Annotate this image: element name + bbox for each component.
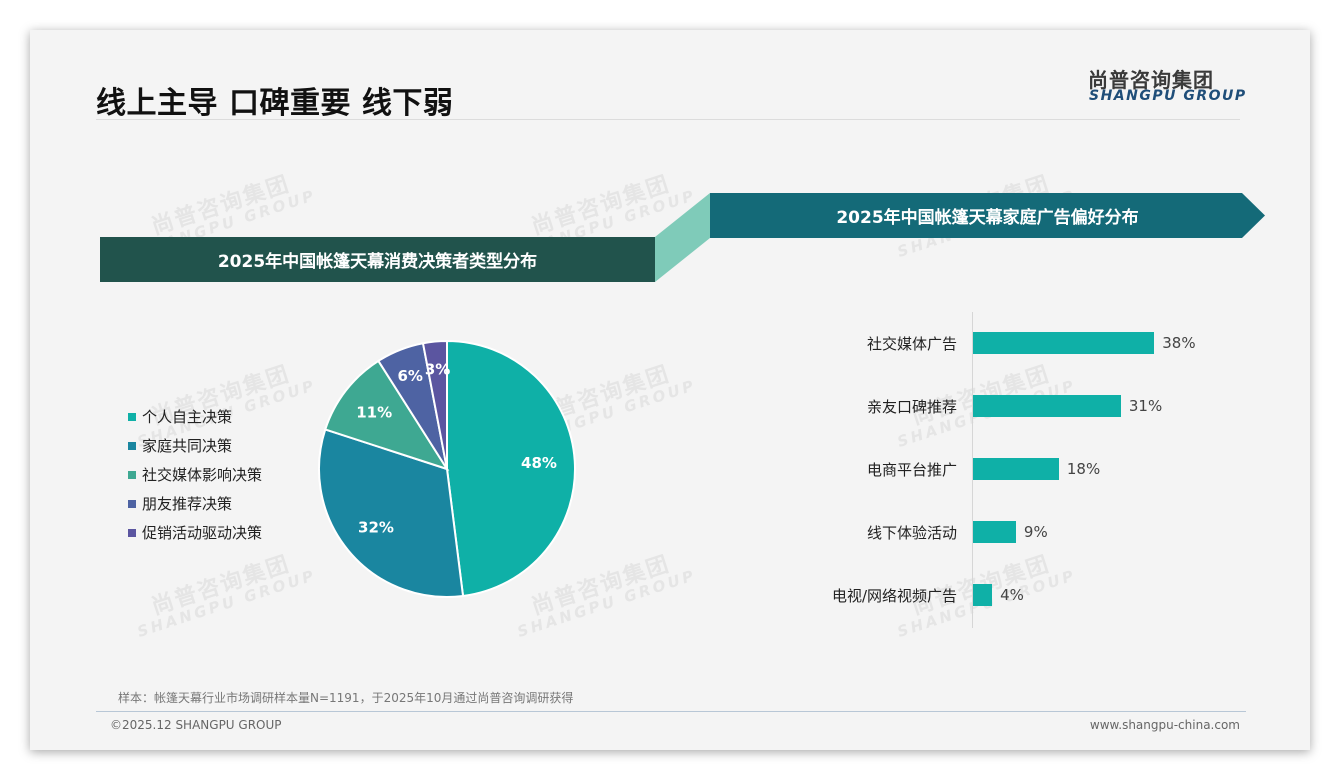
sample-footnote: 样本：帐篷天幕行业市场调研样本量N=1191，于2025年10月通过尚普咨询调研…	[118, 691, 574, 705]
legend-swatch	[128, 528, 136, 537]
logo-text-cn: 尚普咨询集团	[1088, 68, 1214, 92]
legend-label: 促销活动驱动决策	[142, 524, 263, 542]
bar	[973, 521, 1016, 543]
pie-slice	[421, 339, 448, 470]
legend-item: 家庭共同决策	[128, 431, 262, 460]
bar-value-label: 9%	[1023, 523, 1048, 541]
pie-slice-label: 11%	[356, 404, 392, 422]
pie-legend: 个人自主决策 家庭共同决策 社交媒体影响决策 朋友推荐决策 促销活动驱动决策	[128, 402, 262, 547]
bar-category-label: 亲友口碑推荐	[866, 398, 957, 416]
pie-slice	[318, 428, 465, 598]
bar-category-label: 电视/网络视频广告	[831, 587, 957, 605]
header-divider	[96, 119, 1240, 120]
legend-swatch	[128, 470, 136, 479]
legend-label: 个人自主决策	[142, 408, 233, 426]
legend-item: 个人自主决策	[128, 402, 262, 431]
pie-slice-label: 6%	[398, 367, 423, 385]
bar-value-label: 38%	[1162, 334, 1196, 352]
pie-chart: 48% 32% 11% 6% 3%	[318, 339, 576, 598]
page-title: 线上主导 口碑重要 线下弱	[96, 86, 454, 121]
pie-slice	[446, 339, 576, 598]
pie-slice-label: 48%	[521, 454, 557, 472]
copyright: ©2025.12 SHANGPU GROUP	[110, 718, 282, 732]
footer-divider	[96, 711, 1246, 712]
logo-text-en: SHANGPU GROUP	[1089, 88, 1247, 104]
slide: 尚普咨询集团 SHANGPU GROUP 尚普咨询集团 SHANGPU GROUP …	[30, 30, 1310, 750]
bar-category-label: 电商平台推广	[866, 461, 957, 479]
legend-swatch	[128, 499, 136, 508]
website-link[interactable]: www.shangpu-china.com	[1089, 718, 1240, 732]
banner-connector	[655, 193, 710, 282]
bar-category-label: 社交媒体广告	[866, 335, 957, 353]
legend-item: 促销活动驱动决策	[128, 518, 262, 547]
legend-label: 家庭共同决策	[142, 437, 233, 455]
legend-swatch	[128, 412, 136, 421]
bar-value-label: 18%	[1066, 460, 1101, 478]
bar-chart-axis	[972, 312, 973, 628]
bar	[973, 584, 993, 606]
legend-label: 朋友推荐决策	[142, 495, 233, 513]
pie-chart-title: 2025年中国帐篷天幕消费决策者类型分布	[217, 252, 538, 272]
pie-chart-title-banner: 2025年中国帐篷天幕消费决策者类型分布	[100, 237, 655, 282]
bar-chart-title-banner: 2025年中国帐篷天幕家庭广告偏好分布	[710, 193, 1265, 238]
bar-value-label: 31%	[1128, 397, 1163, 415]
bar-value-label: 4%	[1000, 586, 1024, 604]
legend-label: 社交媒体影响决策	[142, 466, 263, 484]
bar-chart-title: 2025年中国帐篷天幕家庭广告偏好分布	[836, 208, 1139, 228]
legend-item: 社交媒体影响决策	[128, 460, 262, 489]
bar-category-label: 线下体验活动	[866, 524, 957, 542]
legend-swatch	[128, 441, 136, 450]
pie-slice	[324, 359, 450, 471]
pie-slice-label: 3%	[425, 361, 450, 379]
bar	[973, 395, 1121, 417]
legend-item: 朋友推荐决策	[128, 489, 262, 518]
pie-slice-label: 32%	[358, 519, 394, 537]
bar	[973, 458, 1059, 480]
bar	[973, 332, 1155, 354]
